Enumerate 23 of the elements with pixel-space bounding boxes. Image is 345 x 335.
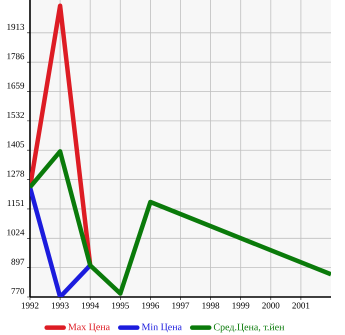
y-tick-label: 1913 xyxy=(7,24,24,30)
x-tick-label: 1993 xyxy=(52,302,69,309)
legend-label: Min Цена xyxy=(142,324,182,332)
y-tick-label: 1532 xyxy=(7,112,24,118)
x-tick-label: 1997 xyxy=(172,302,190,309)
y-tick-label: 1786 xyxy=(7,53,24,60)
y-tick-label: 1024 xyxy=(7,229,24,236)
y-tick-label: 1405 xyxy=(7,141,24,148)
y-tick-label: 770 xyxy=(12,288,24,294)
legend-label: Сред.Цена, т.йен xyxy=(214,323,284,332)
y-tick-label: 897 xyxy=(11,258,24,265)
x-tick-label: 1998 xyxy=(202,302,220,309)
x-tick-label: 1999 xyxy=(232,302,250,309)
x-tick-label: 2000 xyxy=(262,302,280,309)
x-tick-label: 1994 xyxy=(82,302,100,309)
x-tick-label: 1992 xyxy=(22,302,38,309)
y-tick-label: 1278 xyxy=(7,170,24,177)
x-tick-label: 1996 xyxy=(142,302,160,309)
legend-label: Max Цена xyxy=(68,324,110,332)
x-tick-label: 2001 xyxy=(292,302,310,309)
x-tick-label: 1995 xyxy=(112,302,129,309)
y-tick-label: 1151 xyxy=(8,200,24,206)
y-tick-label: 1659 xyxy=(7,82,24,89)
